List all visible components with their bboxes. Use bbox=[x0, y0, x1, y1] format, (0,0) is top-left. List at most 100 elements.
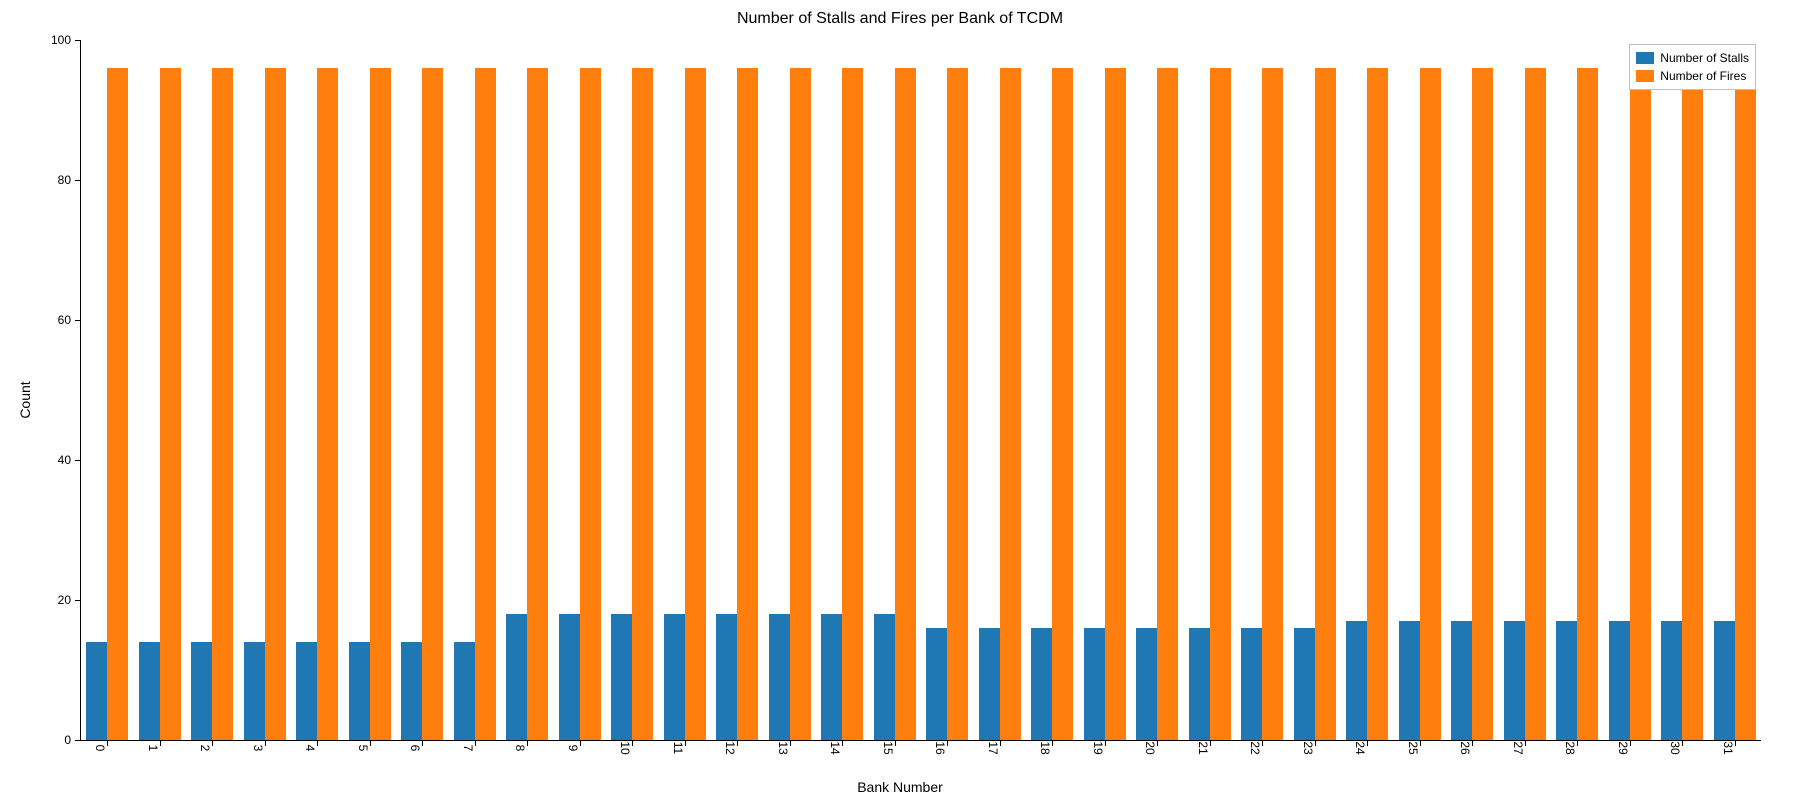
bar bbox=[580, 68, 601, 740]
bar bbox=[842, 68, 863, 740]
bar bbox=[1000, 68, 1021, 740]
bar bbox=[1609, 621, 1630, 740]
bar bbox=[454, 642, 475, 740]
plot-area: 0204060801000123456789101112131415161718… bbox=[80, 40, 1761, 741]
bar bbox=[527, 68, 548, 740]
legend-label: Number of Fires bbox=[1660, 67, 1746, 85]
x-tick-label: 19 bbox=[1091, 741, 1105, 754]
x-tick bbox=[1052, 740, 1053, 746]
x-tick bbox=[947, 740, 948, 746]
y-tick-label: 60 bbox=[58, 313, 71, 327]
legend-swatch bbox=[1636, 70, 1654, 82]
x-tick-label: 5 bbox=[356, 745, 370, 752]
bar bbox=[1136, 628, 1157, 740]
bar bbox=[1504, 621, 1525, 740]
bar bbox=[895, 68, 916, 740]
bar bbox=[716, 614, 737, 740]
bar bbox=[160, 68, 181, 740]
x-axis-title: Bank Number bbox=[0, 779, 1800, 795]
y-tick bbox=[75, 600, 81, 601]
x-tick-label: 11 bbox=[671, 742, 685, 754]
bar bbox=[1315, 68, 1336, 740]
x-tick-label: 3 bbox=[251, 745, 265, 752]
bar bbox=[1346, 621, 1367, 740]
bar bbox=[1735, 68, 1756, 740]
x-tick bbox=[737, 740, 738, 746]
bar bbox=[1472, 68, 1493, 740]
bar bbox=[790, 68, 811, 740]
bar bbox=[1105, 68, 1126, 740]
y-axis-title: Count bbox=[17, 381, 33, 418]
x-tick-label: 17 bbox=[986, 741, 1000, 754]
bar bbox=[349, 642, 370, 740]
bar bbox=[664, 614, 685, 740]
bar bbox=[737, 68, 758, 740]
x-tick-label: 30 bbox=[1668, 741, 1682, 754]
x-tick bbox=[212, 740, 213, 746]
x-tick-label: 20 bbox=[1143, 741, 1157, 754]
bar bbox=[1556, 621, 1577, 740]
bar bbox=[401, 642, 422, 740]
x-tick-label: 15 bbox=[881, 741, 895, 754]
x-tick-label: 12 bbox=[723, 741, 737, 754]
bar bbox=[296, 642, 317, 740]
bar bbox=[559, 614, 580, 740]
chart-title: Number of Stalls and Fires per Bank of T… bbox=[0, 10, 1800, 28]
legend-swatch bbox=[1636, 52, 1654, 64]
x-tick-label: 22 bbox=[1248, 741, 1262, 754]
x-tick-label: 2 bbox=[198, 745, 212, 752]
bar bbox=[244, 642, 265, 740]
bar bbox=[947, 68, 968, 740]
bar bbox=[506, 614, 527, 740]
bar bbox=[1294, 628, 1315, 740]
bar bbox=[1451, 621, 1472, 740]
bar bbox=[317, 68, 338, 740]
bar bbox=[1052, 68, 1073, 740]
legend-item: Number of Fires bbox=[1636, 67, 1749, 85]
y-tick-label: 20 bbox=[58, 593, 71, 607]
x-tick bbox=[527, 740, 528, 746]
bar bbox=[1084, 628, 1105, 740]
y-tick-label: 100 bbox=[51, 33, 71, 47]
x-tick bbox=[1157, 740, 1158, 746]
bar bbox=[265, 68, 286, 740]
bar bbox=[926, 628, 947, 740]
x-tick-label: 28 bbox=[1563, 741, 1577, 754]
x-tick-label: 21 bbox=[1196, 741, 1210, 754]
y-tick bbox=[75, 740, 81, 741]
x-tick bbox=[632, 740, 633, 746]
bar bbox=[1367, 68, 1388, 740]
bar bbox=[1031, 628, 1052, 740]
bar bbox=[1262, 68, 1283, 740]
x-tick-label: 23 bbox=[1301, 741, 1315, 754]
bar bbox=[611, 614, 632, 740]
x-tick bbox=[1577, 740, 1578, 746]
bar bbox=[475, 68, 496, 740]
legend: Number of StallsNumber of Fires bbox=[1629, 44, 1756, 90]
x-tick bbox=[1262, 740, 1263, 746]
bar bbox=[1399, 621, 1420, 740]
bar bbox=[422, 68, 443, 740]
x-tick bbox=[107, 740, 108, 746]
x-tick bbox=[1472, 740, 1473, 746]
x-tick bbox=[422, 740, 423, 746]
x-tick-label: 13 bbox=[776, 741, 790, 754]
bar bbox=[1525, 68, 1546, 740]
legend-item: Number of Stalls bbox=[1636, 49, 1749, 67]
bar bbox=[979, 628, 1000, 740]
x-tick-label: 10 bbox=[618, 741, 632, 754]
y-tick-label: 80 bbox=[58, 173, 71, 187]
x-tick-label: 7 bbox=[461, 745, 475, 752]
bar bbox=[685, 68, 706, 740]
y-tick bbox=[75, 180, 81, 181]
x-tick bbox=[1682, 740, 1683, 746]
x-tick-label: 4 bbox=[303, 745, 317, 752]
x-tick-label: 27 bbox=[1511, 741, 1525, 754]
x-tick-label: 1 bbox=[146, 745, 160, 752]
x-tick bbox=[842, 740, 843, 746]
bar bbox=[1157, 68, 1178, 740]
x-tick-label: 29 bbox=[1616, 741, 1630, 754]
x-tick-label: 9 bbox=[566, 745, 580, 752]
bar bbox=[821, 614, 842, 740]
bar bbox=[1714, 621, 1735, 740]
